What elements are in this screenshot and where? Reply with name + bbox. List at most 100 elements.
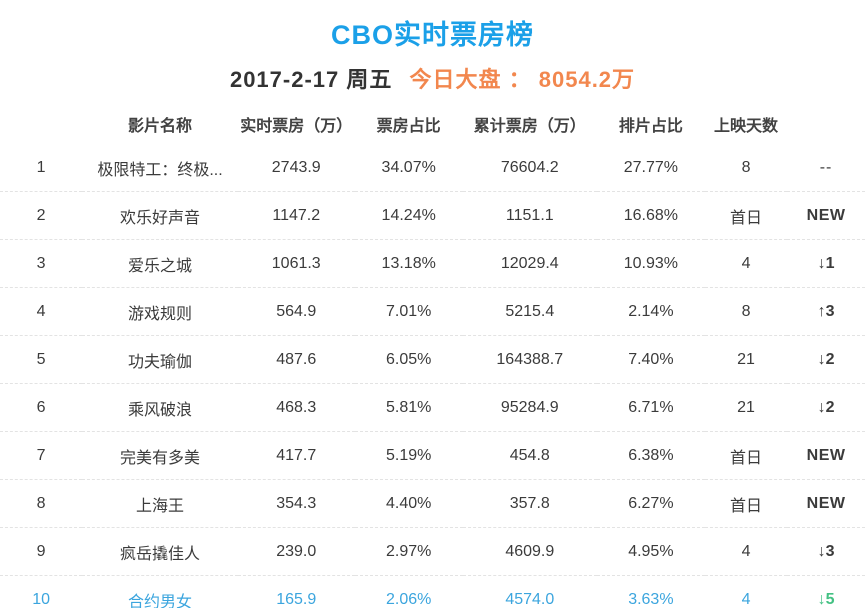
box-office-share-cell: 13.18% xyxy=(354,239,463,288)
table-row[interactable]: 9 疯岳撬佳人 239.0 2.97% 4609.9 4.95% 4 ↓3 xyxy=(0,527,865,576)
scheduling-share-cell: 27.77% xyxy=(623,158,678,176)
header-box-office-share: 票房占比 xyxy=(376,118,441,135)
cumulative-box-office-cell: 4574.0 xyxy=(462,575,597,608)
table-row[interactable]: 8 上海王 354.3 4.40% 357.8 6.27% 首日 NEW xyxy=(0,479,865,528)
table-row[interactable]: 10 合约男女 165.9 2.06% 4574.0 3.63% 4 ↓5 xyxy=(0,575,865,608)
box-office-share-cell: 2.06% xyxy=(354,575,463,608)
box-office-share-cell: 7.01% xyxy=(354,287,463,336)
box-office-share-cell: 2.97% xyxy=(354,527,463,576)
header-days-released: 上映天数 xyxy=(714,118,779,135)
film-name-cell[interactable]: 完美有多美 xyxy=(82,431,238,480)
table-row[interactable]: 3 爱乐之城 1061.3 13.18% 12029.4 10.93% 4 ↓1 xyxy=(0,239,865,288)
scheduling-share-cell: 2.14% xyxy=(596,287,705,336)
days-released-cell: 首日 xyxy=(704,431,788,480)
rank-trend-indicator: ↓5 xyxy=(787,575,865,608)
box-office-share-cell: 6.05% xyxy=(354,335,463,384)
days-released-cell: 首日 xyxy=(704,479,788,528)
scheduling-share-cell: 6.38% xyxy=(596,431,705,480)
rank-cell: 3 xyxy=(0,239,83,288)
film-name-cell[interactable]: 乘风破浪 xyxy=(82,383,238,432)
cumulative-box-office-cell: 76604.2 xyxy=(500,158,559,176)
rank-cell: 10 xyxy=(0,575,83,608)
days-released-cell: 21 xyxy=(704,335,788,384)
table-row[interactable]: 6 乘风破浪 468.3 5.81% 95284.9 6.71% 21 ↓2 xyxy=(0,383,865,432)
rank-trend-indicator: NEW xyxy=(787,431,865,480)
film-name-cell[interactable]: 合约男女 xyxy=(82,575,238,608)
film-name-cell[interactable]: 功夫瑜伽 xyxy=(82,335,238,384)
realtime-box-office-cell: 417.7 xyxy=(237,431,355,480)
days-released-cell: 4 xyxy=(704,575,788,608)
page-title: CBO实时票房榜 xyxy=(331,20,534,50)
table-header-row: 影片名称 实时票房（万） 票房占比 累计票房（万） 排片占比 上映天数 xyxy=(0,104,865,144)
rank-trend-indicator: ↓3 xyxy=(787,527,865,576)
cumulative-box-office-cell: 12029.4 xyxy=(462,239,597,288)
box-office-table: 影片名称 实时票房（万） 票房占比 累计票房（万） 排片占比 上映天数 1 极限… xyxy=(0,104,865,608)
cumulative-box-office-cell: 95284.9 xyxy=(462,383,597,432)
rank-cell: 6 xyxy=(0,383,83,432)
rank-trend-indicator: ↓2 xyxy=(787,335,865,384)
table-row[interactable]: 4 游戏规则 564.9 7.01% 5215.4 2.14% 8 ↑3 xyxy=(0,287,865,336)
box-office-share-cell: 14.24% xyxy=(354,191,463,240)
rank-trend-indicator: NEW xyxy=(787,191,865,240)
cumulative-box-office-cell: 454.8 xyxy=(462,431,597,480)
header-realtime-box-office: 实时票房（万） xyxy=(240,118,353,135)
cumulative-box-office-cell: 1151.1 xyxy=(462,191,597,240)
realtime-box-office-cell: 239.0 xyxy=(237,527,355,576)
film-name-cell[interactable]: 游戏规则 xyxy=(82,287,238,336)
rank-cell: 2 xyxy=(0,191,83,240)
header-scheduling-share: 排片占比 xyxy=(618,118,683,135)
realtime-box-office-cell: 165.9 xyxy=(237,575,355,608)
realtime-box-office-cell: 487.6 xyxy=(237,335,355,384)
subtitle-bar: 2017-2-17 周五 今日大盘 ： 8054.2万 xyxy=(0,62,865,94)
header-cumulative-box-office: 累计票房（万） xyxy=(473,118,586,135)
rank-cell: 9 xyxy=(0,527,83,576)
market-total-value: 8054.2万 xyxy=(538,67,636,92)
days-released-cell: 首日 xyxy=(704,191,788,240)
box-office-share-cell: 5.19% xyxy=(354,431,463,480)
rank-cell: 4 xyxy=(0,287,83,336)
box-office-share-cell: 34.07% xyxy=(381,158,436,176)
rank-trend-indicator: ↓2 xyxy=(787,383,865,432)
days-released-cell: 4 xyxy=(704,527,788,576)
market-total-label: 今日大盘 ： xyxy=(409,67,532,92)
film-name-cell[interactable]: 极限特工：终极... xyxy=(97,161,223,179)
film-name-cell[interactable]: 爱乐之城 xyxy=(82,239,238,288)
scheduling-share-cell: 10.93% xyxy=(596,239,705,288)
days-released-cell: 8 xyxy=(704,287,788,336)
rank-cell: 8 xyxy=(0,479,83,528)
header-trend-blank xyxy=(787,104,865,144)
scheduling-share-cell: 6.27% xyxy=(596,479,705,528)
cumulative-box-office-cell: 5215.4 xyxy=(462,287,597,336)
days-released-cell: 8 xyxy=(741,158,751,176)
cumulative-box-office-cell: 164388.7 xyxy=(462,335,597,384)
film-name-cell[interactable]: 上海王 xyxy=(82,479,238,528)
realtime-box-office-cell: 1147.2 xyxy=(237,191,355,240)
realtime-box-office-cell: 2743.9 xyxy=(271,158,321,176)
rank-trend-indicator: -- xyxy=(819,158,833,176)
header-rank-blank xyxy=(0,104,82,144)
realtime-box-office-cell: 468.3 xyxy=(237,383,355,432)
film-name-cell[interactable]: 欢乐好声音 xyxy=(82,191,238,240)
table-body: 1 极限特工：终极... 2743.9 34.07% 76604.2 27.77… xyxy=(0,144,865,608)
table-row[interactable]: 5 功夫瑜伽 487.6 6.05% 164388.7 7.40% 21 ↓2 xyxy=(0,335,865,384)
film-name-cell[interactable]: 疯岳撬佳人 xyxy=(82,527,238,576)
table-row[interactable]: 1 极限特工：终极... 2743.9 34.07% 76604.2 27.77… xyxy=(0,144,865,192)
table-row[interactable]: 2 欢乐好声音 1147.2 14.24% 1151.1 16.68% 首日 N… xyxy=(0,191,865,240)
cumulative-box-office-cell: 4609.9 xyxy=(462,527,597,576)
header-film-name: 影片名称 xyxy=(128,118,193,135)
table-row[interactable]: 7 完美有多美 417.7 5.19% 454.8 6.38% 首日 NEW xyxy=(0,431,865,480)
rank-cell: 1 xyxy=(36,158,46,176)
realtime-box-office-cell: 1061.3 xyxy=(237,239,355,288)
rank-trend-indicator: ↓1 xyxy=(787,239,865,288)
rank-cell: 7 xyxy=(0,431,83,480)
days-released-cell: 21 xyxy=(704,383,788,432)
scheduling-share-cell: 6.71% xyxy=(596,383,705,432)
box-office-share-cell: 4.40% xyxy=(354,479,463,528)
days-released-cell: 4 xyxy=(704,239,788,288)
rank-cell: 5 xyxy=(0,335,83,384)
scheduling-share-cell: 7.40% xyxy=(596,335,705,384)
scheduling-share-cell: 3.63% xyxy=(596,575,705,608)
cumulative-box-office-cell: 357.8 xyxy=(462,479,597,528)
realtime-box-office-cell: 564.9 xyxy=(237,287,355,336)
